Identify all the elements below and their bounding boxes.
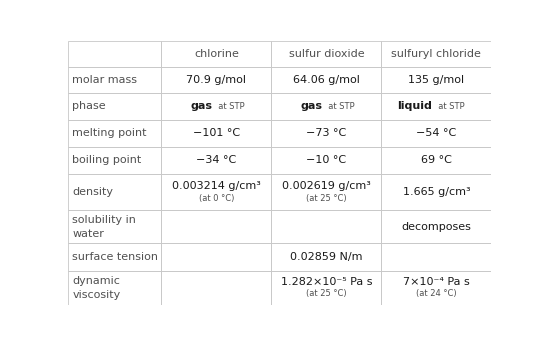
- Text: phase: phase: [73, 101, 106, 111]
- Bar: [162, 147, 271, 174]
- Text: dynamic
viscosity: dynamic viscosity: [73, 276, 121, 299]
- Bar: [381, 93, 491, 120]
- Text: sulfuryl chloride: sulfuryl chloride: [391, 49, 482, 59]
- Bar: [68, 174, 162, 210]
- Bar: [271, 93, 381, 120]
- Text: (at 24 °C): (at 24 °C): [416, 289, 456, 298]
- Bar: [68, 67, 162, 93]
- Text: −10 °C: −10 °C: [306, 155, 346, 165]
- Text: 0.002619 g/cm³: 0.002619 g/cm³: [282, 181, 371, 191]
- Text: at STP: at STP: [433, 102, 465, 111]
- Bar: [162, 271, 271, 305]
- Text: chlorine: chlorine: [194, 49, 239, 59]
- Text: 7×10⁻⁴ Pa s: 7×10⁻⁴ Pa s: [403, 277, 470, 287]
- Text: decomposes: decomposes: [401, 222, 471, 232]
- Bar: [68, 271, 162, 305]
- Bar: [162, 120, 271, 147]
- Bar: [381, 147, 491, 174]
- Text: melting point: melting point: [73, 128, 147, 138]
- Text: −101 °C: −101 °C: [193, 128, 240, 138]
- Bar: [162, 93, 271, 120]
- Text: 1.282×10⁻⁵ Pa s: 1.282×10⁻⁵ Pa s: [281, 277, 372, 287]
- Bar: [162, 41, 271, 67]
- Bar: [381, 271, 491, 305]
- Text: 1.665 g/cm³: 1.665 g/cm³: [402, 187, 470, 197]
- Bar: [271, 271, 381, 305]
- Bar: [381, 120, 491, 147]
- Bar: [68, 147, 162, 174]
- Bar: [162, 244, 271, 271]
- Bar: [68, 93, 162, 120]
- Text: −54 °C: −54 °C: [416, 128, 456, 138]
- Text: (at 25 °C): (at 25 °C): [306, 289, 347, 298]
- Bar: [271, 210, 381, 244]
- Bar: [271, 41, 381, 67]
- Bar: [271, 67, 381, 93]
- Text: boiling point: boiling point: [73, 155, 142, 165]
- Text: −34 °C: −34 °C: [196, 155, 236, 165]
- Text: 70.9 g/mol: 70.9 g/mol: [186, 75, 246, 85]
- Text: 64.06 g/mol: 64.06 g/mol: [293, 75, 360, 85]
- Bar: [381, 174, 491, 210]
- Text: gas: gas: [190, 101, 212, 111]
- Text: at STP: at STP: [323, 102, 354, 111]
- Bar: [68, 244, 162, 271]
- Bar: [162, 174, 271, 210]
- Bar: [381, 244, 491, 271]
- Text: 69 °C: 69 °C: [421, 155, 452, 165]
- Text: at STP: at STP: [213, 102, 245, 111]
- Text: gas: gas: [300, 101, 322, 111]
- Text: 0.003214 g/cm³: 0.003214 g/cm³: [172, 181, 261, 191]
- Text: surface tension: surface tension: [73, 252, 158, 262]
- Text: 0.02859 N/m: 0.02859 N/m: [290, 252, 363, 262]
- Bar: [271, 174, 381, 210]
- Text: liquid: liquid: [397, 101, 432, 111]
- Text: 135 g/mol: 135 g/mol: [408, 75, 465, 85]
- Bar: [68, 210, 162, 244]
- Text: sulfur dioxide: sulfur dioxide: [288, 49, 364, 59]
- Bar: [271, 147, 381, 174]
- Bar: [381, 41, 491, 67]
- Bar: [381, 67, 491, 93]
- Bar: [271, 244, 381, 271]
- Bar: [271, 120, 381, 147]
- Text: (at 25 °C): (at 25 °C): [306, 194, 347, 203]
- Text: −73 °C: −73 °C: [306, 128, 347, 138]
- Text: (at 0 °C): (at 0 °C): [199, 194, 234, 203]
- Text: solubility in
water: solubility in water: [73, 215, 136, 238]
- Bar: [68, 41, 162, 67]
- Bar: [162, 67, 271, 93]
- Bar: [381, 210, 491, 244]
- Text: molar mass: molar mass: [73, 75, 138, 85]
- Text: density: density: [73, 187, 114, 197]
- Bar: [68, 120, 162, 147]
- Bar: [162, 210, 271, 244]
